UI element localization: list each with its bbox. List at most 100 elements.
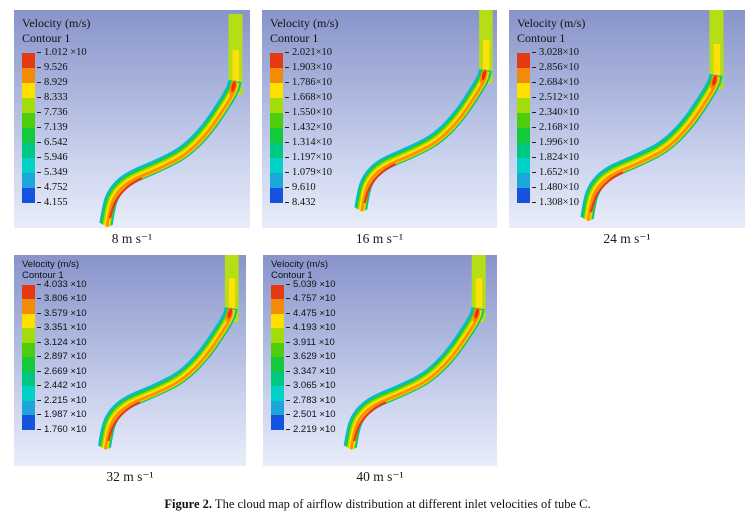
colorbar-segment [22, 158, 35, 173]
figure-caption-text: The cloud map of airflow distribution at… [212, 497, 591, 511]
colorbar-tick-label: 2.856×10 [532, 62, 579, 74]
legend-title: Velocity (m/s) [517, 16, 586, 30]
colorbar-segment [271, 386, 284, 401]
colorbar-segment [22, 313, 35, 329]
colorbar-segment [517, 143, 530, 158]
colorbar-segment [271, 313, 284, 329]
colorbar-segment [22, 53, 35, 68]
colorbar-segment [271, 371, 284, 387]
contour-panel-8ms: Velocity (m/s) Contour 1 1.012 ×10 9.526 8… [14, 10, 250, 228]
colorbar-tick-label: 1.480×10 [532, 182, 579, 194]
colorbar-tick-label: 2.684×10 [532, 77, 579, 89]
colorbar-tick-label: 8.432 [285, 197, 316, 209]
colorbar-segment [517, 68, 530, 83]
colorbar-segment [271, 284, 284, 300]
colorbar-segment [517, 113, 530, 128]
colorbar-legend: Velocity (m/s) Contour 1 2.021×10 1.903×1… [270, 16, 338, 208]
figure-caption: Figure 2. The cloud map of airflow distr… [0, 497, 755, 512]
colorbar-tick-label: 3.065 ×10 [286, 380, 336, 392]
colorbar-tick-label: 2.021×10 [285, 47, 332, 59]
panel-caption-40ms: 40 m s⁻¹ [356, 469, 404, 484]
colorbar-tick-label: 1.903×10 [285, 62, 332, 74]
contour-panel-32ms: Velocity (m/s) Contour 1 4.033 ×10 3.806 … [14, 255, 246, 466]
colorbar-legend: Velocity (m/s) Contour 1 3.028×10 2.856×1… [517, 16, 586, 208]
colorbar-tick-label: 5.946 [37, 152, 68, 164]
colorbar-segment [517, 173, 530, 188]
colorbar: 3.028×10 2.856×10 2.684×10 2.512×10 2.340×10… [517, 47, 579, 208]
colorbar-segment [270, 128, 283, 143]
colorbar-segment [22, 400, 35, 416]
colorbar-tick-label: 1.786×10 [285, 77, 332, 89]
colorbar: 5.039 ×10 4.757 ×10 4.475 ×10 4.193 ×10 3.91… [271, 279, 336, 435]
colorbar-segment [22, 173, 35, 188]
colorbar-segment [22, 386, 35, 401]
colorbar-tick-label: 1.987 ×10 [37, 409, 87, 421]
colorbar-segment [271, 299, 284, 314]
colorbar-segment [22, 83, 35, 98]
colorbar-tick-label: 4.757 ×10 [286, 293, 336, 305]
legend-title: Velocity (m/s) [271, 259, 329, 270]
panel-caption-24ms: 24 m s⁻¹ [603, 231, 651, 246]
colorbar-tick-label: 1.652×10 [532, 167, 579, 179]
colorbar-tick-label: 3.911 ×10 [286, 337, 335, 349]
colorbar-segment [270, 188, 283, 203]
panel-caption-8ms: 8 m s⁻¹ [111, 231, 153, 246]
colorbar-segment [270, 113, 283, 128]
colorbar-segment [22, 357, 35, 372]
contour-panel-24ms: Velocity (m/s) Contour 1 3.028×10 2.856×1… [509, 10, 745, 228]
colorbar-segment [270, 68, 283, 83]
colorbar-segment [22, 113, 35, 128]
colorbar-segment [22, 98, 35, 113]
colorbar-tick-label: 2.669 ×10 [37, 366, 87, 378]
colorbar-segment [22, 299, 35, 314]
colorbar-segment [517, 53, 530, 68]
colorbar-tick-label: 1.012 ×10 [37, 47, 87, 59]
colorbar: 2.021×10 1.903×10 1.786×10 1.668×10 1.550×10… [270, 47, 332, 208]
colorbar-tick-label: 9.526 [37, 62, 68, 74]
colorbar-segment [270, 143, 283, 158]
colorbar-segment [22, 68, 35, 83]
contour-panel-16ms: Velocity (m/s) Contour 1 2.021×10 1.903×1… [262, 10, 497, 228]
colorbar-tick-label: 5.349 [37, 167, 68, 179]
panel-caption-16ms: 16 m s⁻¹ [355, 231, 404, 246]
colorbar-segment [517, 158, 530, 173]
colorbar-segment [271, 328, 284, 343]
colorbar-tick-label: 1.308×10 [532, 197, 579, 209]
colorbar-tick-label: 8.333 [37, 92, 68, 104]
figure-caption-label: Figure 2. [164, 497, 213, 511]
colorbar-segment [22, 284, 35, 300]
colorbar-tick-label: 4.752 [37, 182, 68, 194]
colorbar-legend: Velocity (m/s) Contour 1 4.033 ×10 3.806 … [22, 259, 87, 435]
colorbar-tick-label: 3.806 ×10 [37, 293, 87, 305]
colorbar-tick-label: 4.193 ×10 [286, 322, 336, 334]
legend-subtitle: Contour 1 [22, 270, 64, 282]
colorbar-tick-label: 4.155 [37, 197, 68, 209]
colorbar-segment [22, 328, 35, 343]
colorbar-segment [22, 128, 35, 143]
colorbar-tick-label: 7.139 [37, 122, 68, 134]
colorbar-segment [22, 342, 35, 358]
colorbar-tick-label: 7.736 [37, 107, 68, 119]
colorbar-tick-label: 3.579 ×10 [37, 308, 87, 320]
colorbar-segment [271, 342, 284, 358]
colorbar-tick-label: 3.351 ×10 [37, 322, 87, 334]
contour-panel-40ms: Velocity (m/s) Contour 1 5.039 ×10 4.757 … [263, 255, 497, 466]
colorbar-tick-label: 1.996×10 [532, 137, 579, 149]
colorbar-segment [270, 53, 283, 68]
legend-title: Velocity (m/s) [22, 259, 80, 270]
colorbar-legend: Velocity (m/s) Contour 1 5.039 ×10 4.757 … [271, 259, 336, 435]
colorbar-tick-label: 1.824×10 [532, 152, 579, 164]
colorbar-tick-label: 4.475 ×10 [286, 308, 336, 320]
colorbar-tick-label: 1.314×10 [285, 137, 332, 149]
colorbar-tick-label: 2.512×10 [532, 92, 579, 104]
colorbar-segment [270, 158, 283, 173]
colorbar-legend: Velocity (m/s) Contour 1 1.012 ×10 9.526 8… [22, 16, 90, 208]
colorbar-tick-label: 2.783 ×10 [286, 395, 336, 407]
colorbar-tick-label: 1.432×10 [285, 122, 332, 134]
colorbar-segment [517, 128, 530, 143]
colorbar-tick-label: 2.442 ×10 [37, 380, 87, 392]
colorbar-tick-label: 2.501 ×10 [286, 409, 336, 421]
colorbar: 1.012 ×10 9.526 8.929 8.333 7.736 7.139 6.542 5… [22, 47, 87, 208]
colorbar-tick-label: 1.760 ×10 [37, 424, 87, 436]
colorbar-tick-label: 5.039 ×10 [286, 279, 336, 291]
